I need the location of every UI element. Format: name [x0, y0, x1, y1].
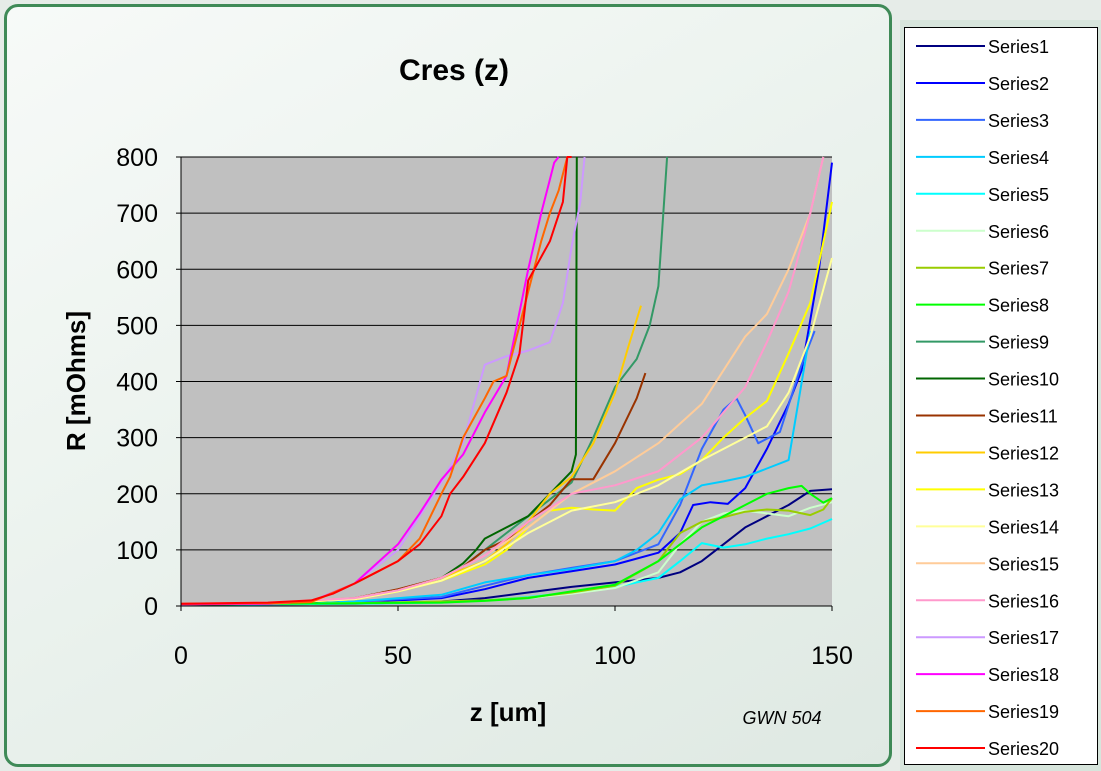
y-tick-labels: 0 100 200 300 400 500 600 700 800 [116, 144, 181, 621]
legend-item-series17: Series17 [916, 628, 1059, 648]
legend-item-series4: Series4 [916, 148, 1049, 168]
legend-items: Series1 Series2 Series3 Series4 Series5 Serie… [916, 37, 1059, 759]
chart-title: Cres (z) [399, 54, 509, 87]
legend-item-series9: Series9 [916, 333, 1049, 353]
legend-item-series20: Series20 [916, 739, 1059, 759]
legend-label: Series3 [988, 111, 1049, 131]
series-line-series3 [181, 330, 816, 605]
legend-label: Series8 [988, 296, 1049, 316]
legend-item-series1: Series1 [916, 37, 1049, 57]
y-axis-label: R [mOhms] [61, 311, 91, 451]
legend [904, 27, 1098, 765]
x-tick-label: 50 [384, 642, 412, 670]
legend-item-series13: Series13 [916, 480, 1059, 500]
series-line-series20 [181, 156, 572, 605]
y-tick-label: 400 [116, 369, 158, 397]
legend-item-series10: Series10 [916, 370, 1059, 390]
series-line-series8 [181, 484, 833, 606]
x-tick-labels: 0 50 100 150 [174, 606, 853, 670]
legend-label: Series4 [988, 148, 1049, 168]
legend-label: Series2 [988, 74, 1049, 94]
y-tick-label: 200 [116, 481, 158, 509]
legend-item-series12: Series12 [916, 443, 1059, 463]
x-axis-label: z [um] [470, 697, 547, 727]
legend-label: Series20 [988, 739, 1059, 759]
legend-label: Series7 [988, 259, 1049, 279]
series-line-series14 [181, 257, 833, 606]
legend-item-series6: Series6 [916, 222, 1049, 242]
y-tick-label: 500 [116, 312, 158, 340]
y-tick-label: 0 [144, 593, 158, 621]
y-tick-label: 800 [116, 144, 158, 172]
series-lines [181, 156, 833, 606]
legend-label: Series6 [988, 222, 1049, 242]
legend-item-series18: Series18 [916, 665, 1059, 685]
legend-label: Series10 [988, 370, 1059, 390]
legend-label: Series9 [988, 333, 1049, 353]
y-tick-label: 700 [116, 200, 158, 228]
annotation-gwn: GWN 504 [742, 708, 821, 728]
legend-label: Series14 [988, 517, 1059, 537]
legend-label: Series1 [988, 37, 1049, 57]
x-tick-label: 100 [594, 642, 636, 670]
legend-item-series15: Series15 [916, 554, 1059, 574]
legend-label: Series17 [988, 628, 1059, 648]
legend-label: Series19 [988, 702, 1059, 722]
legend-item-series7: Series7 [916, 259, 1049, 279]
series-line-series4 [181, 330, 812, 605]
legend-item-series16: Series16 [916, 591, 1059, 611]
x-tick-label: 0 [174, 642, 188, 670]
legend-item-series11: Series11 [916, 407, 1058, 427]
y-tick-label: 600 [116, 256, 158, 284]
legend-label: Series5 [988, 185, 1049, 205]
legend-item-series14: Series14 [916, 517, 1059, 537]
legend-item-series2: Series2 [916, 74, 1049, 94]
legend-label: Series11 [988, 407, 1058, 427]
legend-label: Series16 [988, 591, 1059, 611]
legend-label: Series12 [988, 443, 1059, 463]
legend-label: Series15 [988, 554, 1059, 574]
series-line-series16 [181, 156, 825, 605]
legend-item-series3: Series3 [916, 111, 1049, 131]
legend-item-series8: Series8 [916, 296, 1049, 316]
legend-label: Series13 [988, 480, 1059, 500]
legend-label: Series18 [988, 665, 1059, 685]
x-tick-label: 150 [811, 642, 853, 670]
legend-item-series19: Series19 [916, 702, 1059, 722]
legend-item-series5: Series5 [916, 185, 1049, 205]
y-tick-label: 300 [116, 425, 158, 453]
y-tick-label: 100 [116, 537, 158, 565]
